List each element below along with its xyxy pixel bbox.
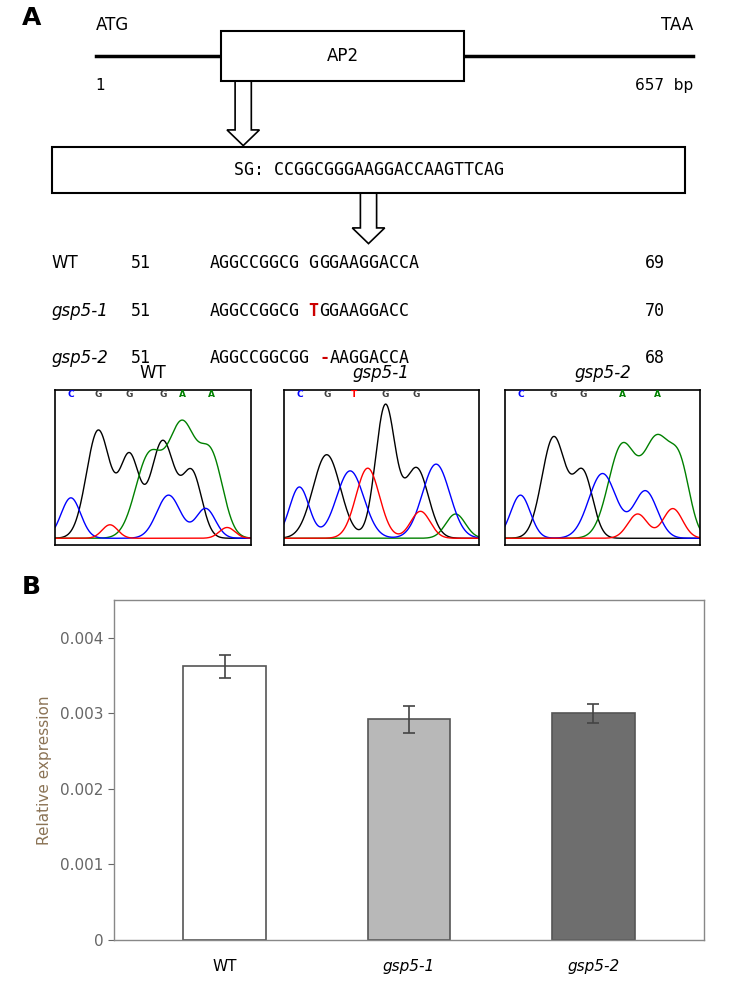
Text: gsp5-1: gsp5-1 bbox=[353, 364, 410, 382]
Text: 68: 68 bbox=[645, 349, 665, 367]
Text: AGGCCGGCG: AGGCCGGCG bbox=[210, 302, 300, 320]
Text: C: C bbox=[296, 390, 303, 399]
Polygon shape bbox=[227, 81, 259, 146]
Text: gsp5-2: gsp5-2 bbox=[567, 959, 619, 974]
Text: G: G bbox=[413, 390, 420, 399]
Text: G: G bbox=[159, 390, 167, 399]
Text: T: T bbox=[351, 390, 357, 399]
Bar bbox=[368, 719, 450, 940]
Text: GGAAGGACC: GGAAGGACC bbox=[319, 302, 409, 320]
Text: G: G bbox=[550, 390, 557, 399]
Text: AGGCCGGCGG: AGGCCGGCGG bbox=[210, 349, 310, 367]
Text: T: T bbox=[308, 302, 318, 320]
Text: 657  bp: 657 bp bbox=[635, 78, 693, 93]
Text: 51: 51 bbox=[131, 254, 151, 272]
Text: WT: WT bbox=[52, 254, 78, 272]
Text: G: G bbox=[308, 254, 318, 272]
Text: A: A bbox=[618, 390, 626, 399]
Text: gsp5-1: gsp5-1 bbox=[383, 959, 435, 974]
Text: C: C bbox=[68, 390, 74, 399]
Text: G: G bbox=[126, 390, 133, 399]
Text: G: G bbox=[382, 390, 389, 399]
Text: 51: 51 bbox=[131, 349, 151, 367]
Text: 51: 51 bbox=[131, 302, 151, 320]
Text: SG: CCGGCGGGAAGGACCAAGTTCAG: SG: CCGGCGGGAAGGACCAAGTTCAG bbox=[234, 161, 503, 179]
Text: 69: 69 bbox=[645, 254, 665, 272]
Text: B: B bbox=[22, 575, 41, 599]
Text: AAGGACCA: AAGGACCA bbox=[330, 349, 410, 367]
Text: A: A bbox=[179, 390, 186, 399]
Text: 70: 70 bbox=[645, 302, 665, 320]
Text: TAA: TAA bbox=[660, 16, 693, 34]
FancyBboxPatch shape bbox=[52, 147, 685, 193]
Text: G: G bbox=[579, 390, 587, 399]
Text: 1: 1 bbox=[96, 78, 105, 93]
Text: AGGCCGGCG: AGGCCGGCG bbox=[210, 254, 300, 272]
Bar bbox=[552, 713, 635, 940]
Text: WT: WT bbox=[139, 364, 167, 382]
Bar bbox=[184, 666, 266, 940]
Text: A: A bbox=[22, 6, 41, 30]
Polygon shape bbox=[352, 193, 385, 244]
Text: WT: WT bbox=[212, 959, 237, 974]
FancyBboxPatch shape bbox=[221, 31, 464, 81]
Text: AP2: AP2 bbox=[326, 47, 359, 65]
Text: gsp5-1: gsp5-1 bbox=[52, 302, 108, 320]
Text: C: C bbox=[517, 390, 524, 399]
Text: G: G bbox=[94, 390, 102, 399]
Text: G: G bbox=[323, 390, 330, 399]
Text: gsp5-2: gsp5-2 bbox=[52, 349, 108, 367]
Y-axis label: Relative expression: Relative expression bbox=[37, 695, 52, 845]
Text: GGAAGGACCA: GGAAGGACCA bbox=[319, 254, 419, 272]
Text: -: - bbox=[319, 349, 329, 367]
Text: A: A bbox=[208, 390, 215, 399]
Text: A: A bbox=[654, 390, 660, 399]
Text: gsp5-2: gsp5-2 bbox=[574, 364, 631, 382]
Text: ATG: ATG bbox=[96, 16, 129, 34]
